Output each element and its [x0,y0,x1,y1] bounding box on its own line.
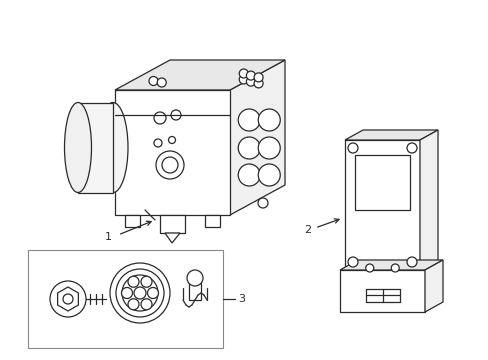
Circle shape [246,71,255,80]
Circle shape [347,257,357,267]
Circle shape [406,257,416,267]
Bar [189,278,201,300]
Circle shape [156,151,183,179]
Polygon shape [424,260,442,312]
Bar [125,215,140,227]
Circle shape [134,287,146,299]
Bar [204,215,220,227]
Circle shape [121,288,132,298]
Polygon shape [115,60,285,90]
Circle shape [258,198,267,208]
Circle shape [141,299,152,310]
Polygon shape [115,90,229,215]
Circle shape [238,137,260,159]
Polygon shape [229,60,285,215]
Circle shape [254,79,263,88]
Circle shape [347,143,357,153]
Circle shape [116,269,163,317]
Polygon shape [339,270,424,312]
Bar [354,155,409,210]
Circle shape [171,110,181,120]
Circle shape [258,109,280,131]
Circle shape [50,281,86,317]
Circle shape [128,299,139,310]
Circle shape [390,264,398,272]
Circle shape [147,288,158,298]
Circle shape [63,294,73,304]
Ellipse shape [64,103,91,193]
Text: 1: 1 [105,232,112,242]
Circle shape [365,264,373,272]
Circle shape [238,109,260,131]
Circle shape [258,164,280,186]
Circle shape [154,139,162,147]
Circle shape [128,276,139,287]
Circle shape [406,143,416,153]
Ellipse shape [98,103,128,193]
Polygon shape [339,260,442,270]
Circle shape [154,112,165,124]
Text: 2: 2 [303,225,310,235]
Circle shape [239,69,248,78]
Circle shape [122,275,158,311]
Circle shape [186,270,203,286]
Circle shape [258,137,280,159]
Circle shape [141,276,152,287]
Polygon shape [58,287,78,311]
Polygon shape [160,215,184,233]
Circle shape [254,73,263,82]
Polygon shape [419,130,437,270]
Polygon shape [345,130,437,140]
Text: 3: 3 [238,294,244,304]
Bar [78,103,113,193]
Circle shape [162,157,178,173]
Circle shape [246,77,255,86]
Bar [28,250,223,348]
Polygon shape [345,140,419,270]
Circle shape [157,78,166,87]
Circle shape [149,77,158,85]
Polygon shape [164,233,180,243]
Circle shape [238,164,260,186]
Circle shape [239,75,248,84]
Circle shape [168,136,175,144]
Circle shape [110,263,170,323]
